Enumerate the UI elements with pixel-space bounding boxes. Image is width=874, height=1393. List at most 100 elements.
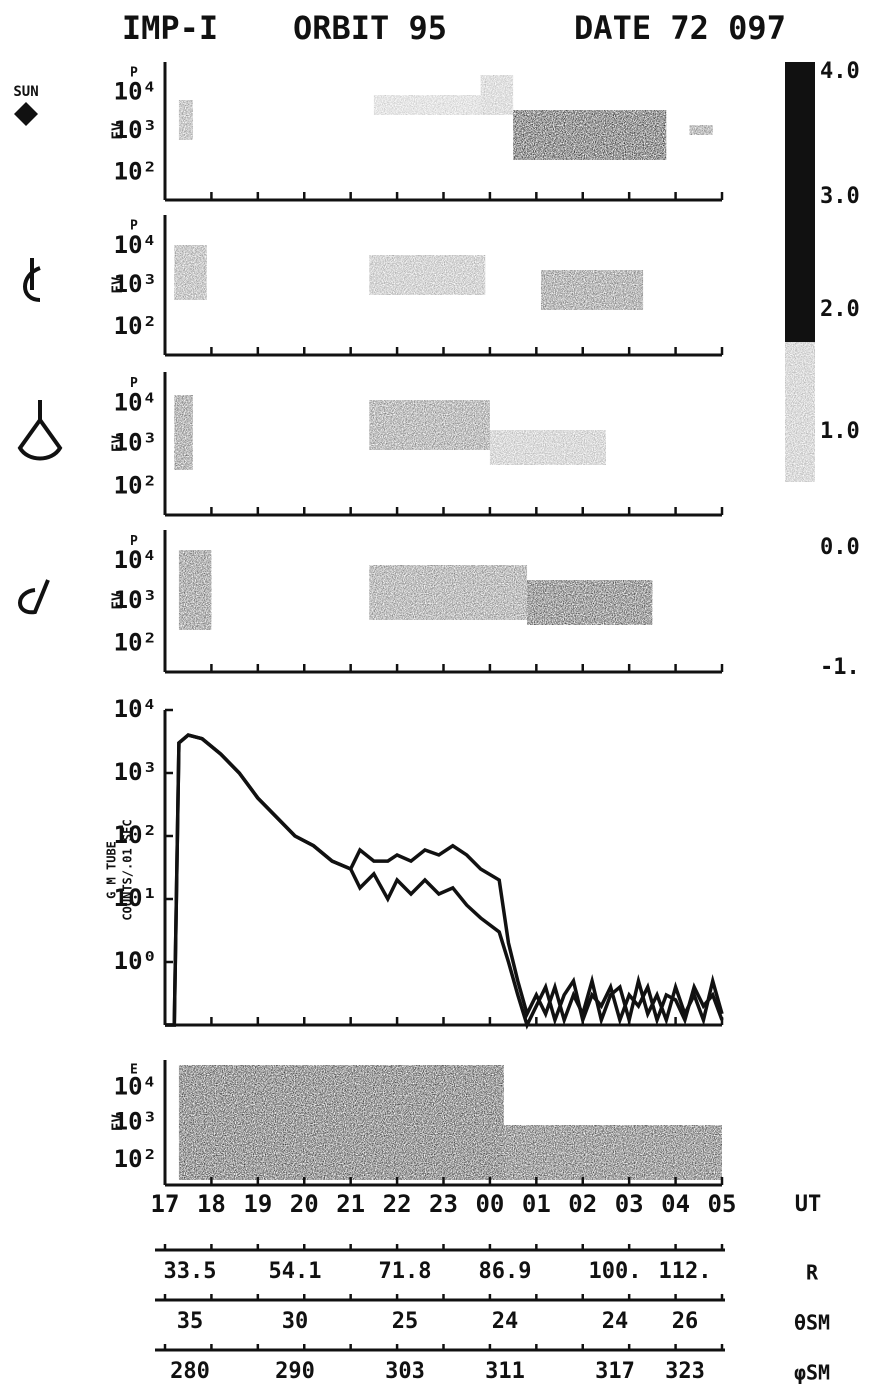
ephemeris-value: 86.9 bbox=[479, 1259, 532, 1284]
spectrogram-intensity bbox=[174, 395, 193, 470]
spectrogram-intensity bbox=[513, 110, 667, 160]
species-label: E bbox=[130, 1063, 138, 1078]
spectrogram-intensity bbox=[369, 400, 490, 450]
y-tick-label: 10³ bbox=[114, 586, 157, 614]
spectrogram-intensity bbox=[178, 550, 212, 630]
y-tick-label: 10⁴ bbox=[114, 546, 157, 574]
ephemeris-value: 33.5 bbox=[164, 1259, 217, 1284]
data-line bbox=[165, 733, 724, 1030]
ephemeris-name: θSM bbox=[794, 1311, 830, 1335]
color-scale-label: -1. bbox=[820, 655, 860, 680]
x-tick-label: 03 bbox=[615, 1190, 644, 1218]
species-label: P bbox=[130, 66, 138, 81]
icon bbox=[23, 258, 41, 302]
x-tick-label: 19 bbox=[243, 1190, 272, 1218]
title: ORBIT 95 bbox=[293, 9, 447, 47]
color-bar bbox=[785, 342, 815, 482]
x-tick-label: 17 bbox=[151, 1190, 180, 1218]
spectrogram-intensity bbox=[178, 1065, 504, 1180]
icon bbox=[14, 102, 38, 126]
y-tick-label: 10⁴ bbox=[114, 77, 157, 105]
ephemeris-value: 26 bbox=[672, 1309, 699, 1334]
x-tick-label: 21 bbox=[336, 1190, 365, 1218]
ephemeris-value: 24 bbox=[602, 1309, 629, 1334]
y-tick-label: 10¹ bbox=[114, 884, 157, 912]
ephemeris-value: 112. bbox=[659, 1259, 712, 1284]
ephemeris-value: 25 bbox=[392, 1309, 419, 1334]
unit-label: EV bbox=[110, 276, 126, 293]
color-scale-label: 0.0 bbox=[820, 535, 860, 560]
spectrogram-intensity bbox=[503, 1125, 722, 1180]
y-tick-label: 10³ bbox=[114, 429, 157, 457]
ephemeris-name: φSM bbox=[794, 1361, 830, 1385]
y-tick-label: 10² bbox=[114, 157, 157, 185]
spectrogram-intensity bbox=[178, 100, 193, 140]
x-tick-label: 01 bbox=[522, 1190, 551, 1218]
spectrogram-intensity bbox=[689, 125, 713, 135]
ephemeris-value: 303 bbox=[385, 1359, 425, 1384]
color-bar bbox=[785, 62, 815, 342]
y-axis-label: COUNTS/.01 SEC bbox=[121, 819, 135, 920]
spectrogram-intensity bbox=[489, 430, 606, 465]
y-tick-label: 10² bbox=[114, 821, 157, 849]
x-tick-label: 18 bbox=[197, 1190, 226, 1218]
unit-label: EV bbox=[110, 122, 126, 139]
x-tick-label: 02 bbox=[568, 1190, 597, 1218]
ephemeris-value: 317 bbox=[595, 1359, 635, 1384]
x-tick-label: 00 bbox=[475, 1190, 504, 1218]
y-tick-label: 10⁴ bbox=[114, 388, 157, 416]
y-tick-label: 10⁰ bbox=[114, 947, 157, 975]
x-tick-label: 23 bbox=[429, 1190, 458, 1218]
x-tick-label: 04 bbox=[661, 1190, 690, 1218]
ephemeris-value: 311 bbox=[485, 1359, 525, 1384]
title: DATE 72 097 bbox=[574, 9, 786, 47]
species-label: P bbox=[130, 534, 138, 549]
y-tick-label: 10³ bbox=[114, 1108, 157, 1136]
ephemeris-value: 54.1 bbox=[269, 1259, 322, 1284]
species-label: P bbox=[130, 219, 138, 234]
y-tick-label: 10² bbox=[114, 471, 157, 499]
spectrogram-intensity bbox=[540, 270, 644, 310]
color-scale-label: 1.0 bbox=[820, 419, 860, 444]
spectrogram-intensity bbox=[369, 255, 486, 295]
ephemeris-value: 35 bbox=[177, 1309, 204, 1334]
y-tick-label: 10⁴ bbox=[114, 1073, 157, 1101]
spectrogram-intensity bbox=[369, 565, 528, 620]
unit-label: EV bbox=[110, 435, 126, 452]
species-label: P bbox=[130, 376, 138, 391]
spectrogram-intensity bbox=[373, 95, 481, 115]
color-scale-label: 3.0 bbox=[820, 184, 860, 209]
y-tick-label: 10³ bbox=[114, 116, 157, 144]
icon bbox=[17, 400, 63, 461]
y-tick-label: 10² bbox=[114, 312, 157, 340]
x-axis-label: UT bbox=[795, 1192, 822, 1217]
x-tick-label: 20 bbox=[290, 1190, 319, 1218]
y-tick-label: 10² bbox=[114, 1145, 157, 1173]
y-tick-label: 10³ bbox=[114, 758, 157, 786]
spectrogram-intensity bbox=[527, 580, 653, 625]
ephemeris-value: 100. bbox=[589, 1259, 642, 1284]
y-tick-label: 10⁴ bbox=[114, 695, 157, 723]
x-tick-label: 22 bbox=[383, 1190, 412, 1218]
ephemeris-value: 71.8 bbox=[379, 1259, 432, 1284]
ephemeris-name: R bbox=[806, 1261, 819, 1285]
ephemeris-value: 323 bbox=[665, 1359, 705, 1384]
x-tick-label: 05 bbox=[708, 1190, 737, 1218]
color-scale-label: 4.0 bbox=[820, 59, 860, 84]
y-tick-label: 10³ bbox=[114, 270, 157, 298]
y-tick-label: 10² bbox=[114, 629, 157, 657]
y-axis-label: G M TUBE bbox=[105, 841, 119, 899]
ephemeris-value: 30 bbox=[282, 1309, 309, 1334]
y-tick-label: 10⁴ bbox=[114, 231, 157, 259]
ephemeris-value: 280 bbox=[170, 1359, 210, 1384]
icon-label: SUN bbox=[13, 84, 38, 100]
unit-label: EV bbox=[110, 592, 126, 609]
icon bbox=[18, 579, 50, 615]
spectrogram-intensity bbox=[480, 75, 514, 115]
data-line bbox=[165, 733, 724, 1027]
ephemeris-value: 24 bbox=[492, 1309, 519, 1334]
ephemeris-value: 290 bbox=[275, 1359, 315, 1384]
spectrogram-intensity bbox=[174, 245, 207, 300]
color-scale-label: 2.0 bbox=[820, 297, 860, 322]
